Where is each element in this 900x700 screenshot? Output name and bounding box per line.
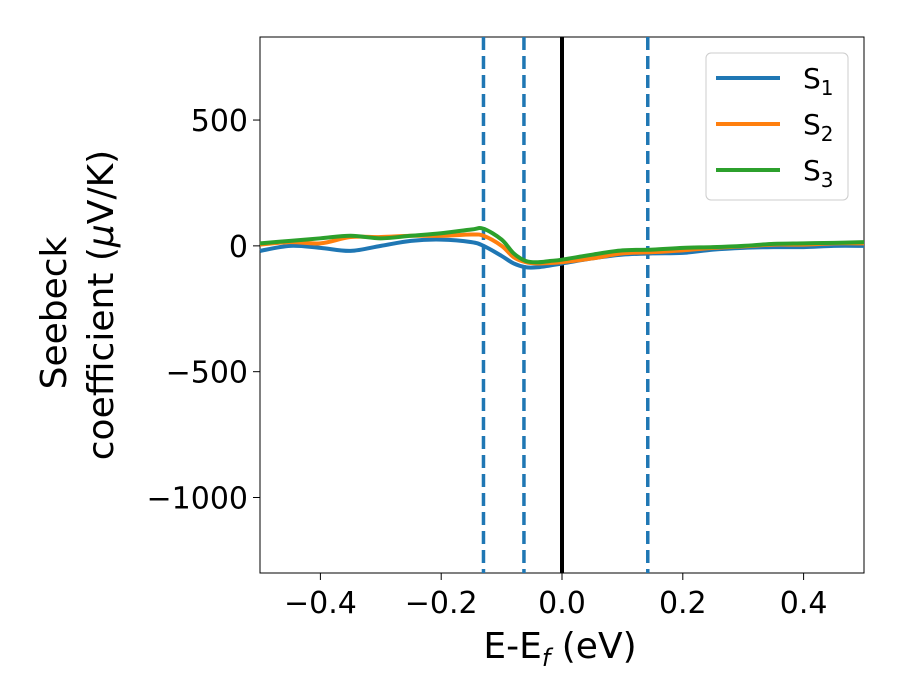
legend-box: [705, 52, 849, 201]
x-tick-label: 0.2: [659, 586, 707, 621]
y-tick-label: −500: [166, 356, 248, 391]
legend-label-s3: S3: [803, 154, 834, 192]
series-lines: [259, 226, 865, 270]
legend-label-s2: S2: [803, 108, 834, 146]
y-tick-label: 0: [229, 230, 248, 265]
legend-label-s1: S1: [803, 62, 834, 100]
y-ticks: 500 0 −500 −1000: [147, 104, 260, 517]
x-tick-label: −0.2: [405, 586, 478, 621]
series-line-s3: [259, 226, 865, 265]
y-axis-label-line1: Seebeck: [34, 236, 75, 389]
x-ticks: −0.4 −0.2 0.0 0.2 0.4: [284, 573, 827, 621]
y-tick-label: 500: [191, 104, 248, 139]
y-axis-label-line2: coefficient (μV/K): [81, 150, 122, 460]
x-tick-label: 0.0: [538, 586, 586, 621]
y-tick-label: −1000: [147, 482, 248, 517]
legend: S1 S2 S3: [705, 52, 849, 201]
vertical-lines: [481, 37, 650, 573]
x-tick-label: 0.4: [780, 586, 828, 621]
x-axis-label: E-Ef (eV): [483, 626, 636, 672]
x-tick-label: −0.4: [284, 586, 357, 621]
